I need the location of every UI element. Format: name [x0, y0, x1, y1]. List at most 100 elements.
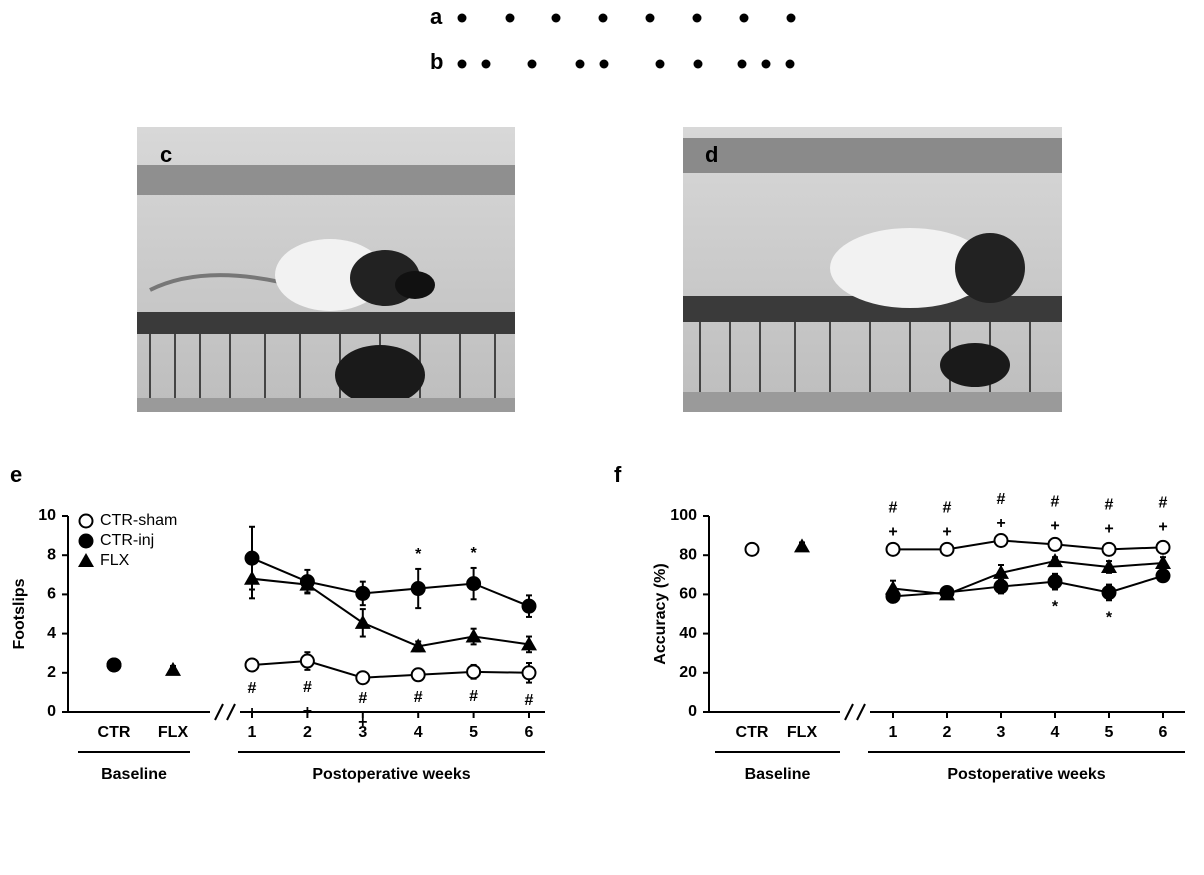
- annotation: #: [358, 690, 367, 707]
- legend-marker: [78, 553, 94, 567]
- annotation: +: [247, 704, 256, 721]
- marker: [794, 538, 810, 552]
- footstep-dots-b: [458, 60, 795, 69]
- marker: [1157, 569, 1170, 582]
- y-axis-label: Accuracy (%): [652, 563, 669, 664]
- panel-label: f: [614, 462, 622, 487]
- marker: [746, 543, 759, 556]
- annotation: #: [414, 689, 423, 706]
- legend-marker: [80, 515, 93, 528]
- legend-marker: [80, 535, 93, 548]
- y-tick-label: 2: [47, 664, 56, 681]
- marker: [412, 582, 425, 595]
- marker: [523, 600, 536, 613]
- y-tick-label: 0: [688, 703, 697, 720]
- figure: a b c: [0, 0, 1204, 870]
- x-tick-label: 1: [248, 724, 257, 741]
- annotation: #: [469, 688, 478, 705]
- x-tick-label: 5: [1105, 724, 1114, 741]
- group-label: Baseline: [745, 766, 811, 783]
- x-tick-label: CTR: [98, 724, 131, 741]
- group-label: Postoperative weeks: [947, 766, 1105, 783]
- marker: [523, 666, 536, 679]
- marker: [412, 668, 425, 681]
- annotation: #: [997, 491, 1006, 508]
- series-line: [252, 661, 529, 678]
- marker: [1049, 575, 1062, 588]
- marker: [356, 671, 369, 684]
- annotation: +: [1158, 519, 1167, 536]
- series-line: [893, 561, 1163, 594]
- annotation: +: [303, 703, 312, 720]
- marker: [885, 581, 901, 595]
- marker: [244, 571, 260, 585]
- legend-label: CTR-inj: [100, 532, 154, 549]
- x-tick-label: 4: [414, 724, 423, 741]
- marker: [165, 662, 181, 676]
- annotation: #: [1105, 497, 1114, 514]
- y-axis-label: Footslips: [11, 578, 28, 649]
- x-tick-label: 2: [303, 724, 312, 741]
- marker: [466, 629, 482, 643]
- page: a b c: [0, 0, 1204, 875]
- series-line: [893, 541, 1163, 550]
- x-tick-label: CTR: [736, 724, 769, 741]
- marker: [467, 577, 480, 590]
- marker: [108, 658, 121, 671]
- annotation: +: [996, 515, 1005, 532]
- annotation: #: [889, 500, 898, 517]
- annotation: #: [943, 500, 952, 517]
- y-tick-label: 40: [679, 625, 697, 642]
- photo-d: d: [683, 127, 1062, 412]
- axis-break: [227, 704, 235, 720]
- annotation: #: [303, 679, 312, 696]
- annotation: *: [470, 545, 477, 562]
- marker: [355, 615, 371, 629]
- annotation: +: [1104, 521, 1113, 538]
- legend-label: CTR-sham: [100, 512, 177, 529]
- y-tick-label: 4: [47, 625, 56, 642]
- annotation: #: [248, 680, 257, 697]
- group-label: Postoperative weeks: [312, 766, 470, 783]
- annotation: *: [1052, 599, 1059, 616]
- annotation: *: [1106, 609, 1113, 626]
- x-tick-label: 3: [997, 724, 1006, 741]
- marker: [467, 665, 480, 678]
- marker: [1155, 555, 1171, 569]
- annotation: +: [358, 714, 367, 731]
- marker: [1103, 586, 1116, 599]
- marker: [995, 534, 1008, 547]
- marker: [941, 543, 954, 556]
- x-tick-label: FLX: [787, 724, 818, 741]
- panel-label: c: [160, 142, 172, 167]
- footstep-dots-a: [458, 14, 796, 23]
- marker: [1047, 553, 1063, 567]
- marker: [995, 580, 1008, 593]
- axis-break: [845, 704, 853, 720]
- axis-break: [215, 704, 223, 720]
- marker: [246, 658, 259, 671]
- panel-label: a: [430, 4, 443, 29]
- annotation: #: [1051, 494, 1060, 511]
- legend-label: FLX: [100, 552, 130, 569]
- x-tick-label: 1: [889, 724, 898, 741]
- y-tick-label: 6: [47, 586, 56, 603]
- y-tick-label: 0: [47, 703, 56, 720]
- axis-break: [857, 704, 865, 720]
- marker: [887, 543, 900, 556]
- annotation: +: [942, 524, 951, 541]
- x-tick-label: 6: [525, 724, 534, 741]
- x-tick-label: 2: [943, 724, 952, 741]
- marker: [1157, 541, 1170, 554]
- marker: [1049, 538, 1062, 551]
- annotation: *: [415, 546, 422, 563]
- marker: [301, 655, 314, 668]
- y-tick-label: 10: [38, 507, 56, 524]
- panel-label: d: [705, 142, 718, 167]
- annotation: #: [1159, 495, 1168, 512]
- annotation: +: [1050, 518, 1059, 535]
- annotation: +: [888, 524, 897, 541]
- panel-label: b: [430, 49, 443, 74]
- y-tick-label: 60: [679, 586, 697, 603]
- x-tick-label: 5: [469, 724, 478, 741]
